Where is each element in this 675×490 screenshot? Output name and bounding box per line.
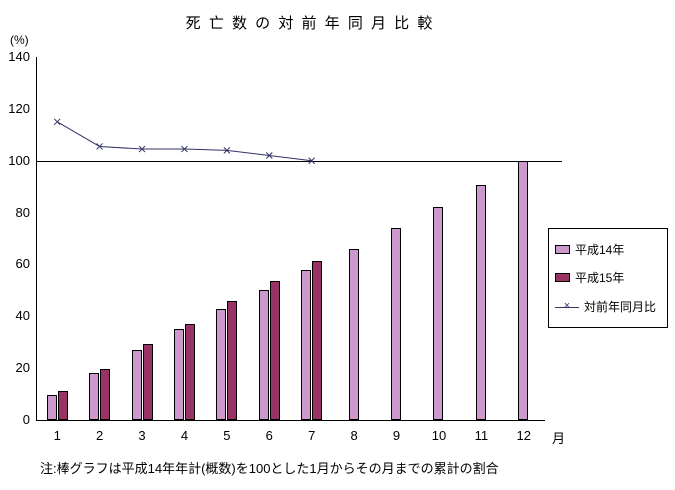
reference-line-100 (36, 161, 562, 162)
legend-swatch-h15 (555, 273, 570, 283)
bar-heisei14 (173, 329, 184, 420)
bar-heisei14 (475, 185, 486, 420)
y-axis-tick-label: 40 (15, 308, 30, 324)
legend-swatch-h14 (555, 244, 570, 254)
legend-line-marker-sample: × (555, 299, 579, 313)
bar-heisei15 (184, 324, 195, 420)
y-axis-unit-label: (%) (10, 33, 29, 47)
y-axis-line (36, 57, 37, 421)
legend-item-line: × 対前年同月比 (555, 298, 661, 315)
bar-heisei14 (391, 228, 402, 420)
legend-item-h14: 平成14年 (555, 241, 661, 258)
legend-label-line: 対前年同月比 (584, 300, 657, 315)
bar-heisei14 (348, 248, 359, 420)
y-axis-tick-label: 80 (15, 204, 30, 220)
x-axis-tick-label: 10 (431, 428, 447, 443)
y-axis-tick-label: 0 (22, 412, 30, 427)
legend: 平成14年 平成15年 × 対前年同月比 (548, 228, 668, 328)
x-axis-tick-label: 6 (265, 428, 273, 443)
bar-heisei15 (57, 391, 68, 420)
y-axis-tick-label: 100 (8, 152, 30, 168)
x-marker-icon (223, 146, 231, 154)
x-axis-tick-label: 5 (223, 428, 231, 443)
x-marker-icon (53, 118, 61, 126)
bar-heisei14 (131, 349, 142, 420)
x-axis-tick-label: 8 (350, 428, 358, 443)
bar-heisei15 (142, 343, 153, 420)
y-axis-tick-label: 20 (15, 360, 30, 376)
bar-heisei14 (518, 160, 529, 420)
x-marker-icon (138, 145, 146, 153)
x-marker-icon: × (563, 299, 571, 312)
line-series-path (56, 121, 312, 162)
bar-heisei14 (301, 269, 312, 420)
x-axis-tick-label: 2 (96, 428, 104, 443)
x-marker-icon (96, 143, 103, 150)
bar-heisei15 (227, 300, 238, 420)
x-axis-tick-label: 1 (53, 428, 61, 443)
bar-heisei15 (269, 281, 280, 420)
footnote: 注:棒グラフは平成14年年計(概数)を100とした1月からその月までの累計の割合 (40, 461, 499, 476)
bar-heisei14 (46, 395, 57, 420)
x-axis-tick-label: 4 (180, 428, 189, 443)
x-axis-tick-label: 3 (138, 428, 146, 443)
y-axis-tick-label: 60 (15, 256, 30, 272)
legend-label-h14: 平成14年 (575, 242, 625, 257)
y-axis-tick-label: 120 (8, 100, 30, 116)
bar-heisei15 (100, 369, 111, 420)
legend-label-h15: 平成15年 (575, 271, 625, 286)
x-axis-tick-label: 12 (516, 428, 532, 443)
legend-item-h15: 平成15年 (555, 269, 661, 286)
x-axis-unit-label: 月 (552, 431, 566, 446)
x-marker-icon (265, 152, 273, 159)
chart-title: 死 亡 数 の 対 前 年 同 月 比 較 (185, 15, 435, 32)
bar-heisei14 (89, 373, 100, 420)
x-marker-icon (181, 145, 188, 153)
x-axis-line (36, 420, 545, 421)
y-axis-tick-label: 140 (8, 49, 30, 64)
x-axis-tick-label: 9 (392, 428, 401, 443)
legend-line-sample (555, 306, 579, 308)
bar-heisei15 (312, 260, 323, 420)
x-axis-tick-label: 11 (474, 428, 489, 443)
bar-heisei14 (258, 290, 269, 420)
x-axis-tick-label: 7 (308, 428, 316, 443)
bar-heisei14 (433, 207, 444, 420)
bar-heisei14 (216, 308, 227, 420)
